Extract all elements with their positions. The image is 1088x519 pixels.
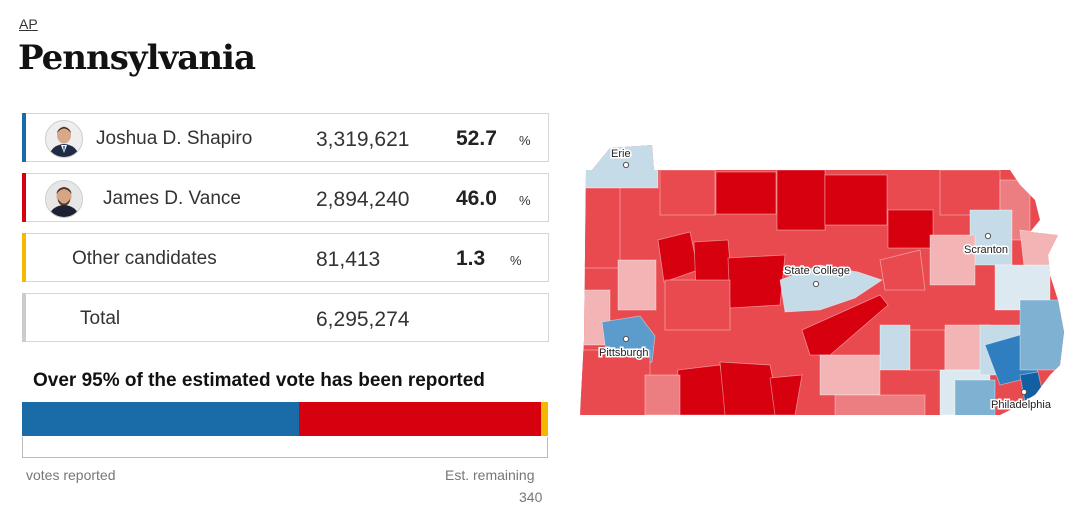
county-region — [769, 374, 803, 415]
county-region — [664, 279, 731, 331]
total-color-bar — [22, 293, 26, 342]
candidate-row-shapiro: Joshua D. Shapiro 3,319,621 52.7 % — [22, 113, 549, 162]
candidate-percent: 46.0 — [456, 187, 497, 210]
candidate-row-vance: James D. Vance 2,894,240 46.0 % — [22, 173, 549, 222]
city-label-scranton: Scranton — [964, 244, 1008, 256]
city-dot-philadelphia — [1020, 388, 1028, 396]
city-label-state-college: State College — [784, 265, 850, 277]
est-remaining-value: 340 — [519, 489, 543, 505]
county-region — [801, 294, 889, 356]
county-region — [776, 169, 826, 231]
county-region — [834, 394, 926, 415]
candidate-votes: 2,894,240 — [316, 188, 410, 211]
county-region — [887, 209, 934, 249]
candidate-name: Joshua D. Shapiro — [96, 128, 253, 149]
county-lackawanna — [969, 209, 1013, 266]
county-region — [939, 169, 1001, 216]
reported-share-shapiro — [22, 402, 300, 436]
candidate-votes: 81,413 — [316, 248, 381, 271]
total-label: Total — [80, 308, 121, 329]
county-region — [580, 187, 621, 269]
reported-share-vance — [299, 402, 542, 436]
county-region — [659, 169, 716, 216]
candidate-name: Other candidates — [72, 248, 217, 269]
county-region — [909, 329, 946, 371]
city-label-philadelphia: Philadelphia — [991, 399, 1052, 411]
city-dot-pittsburgh — [622, 335, 630, 343]
county-region — [719, 361, 781, 415]
source-link[interactable]: AP — [19, 16, 38, 32]
candidate-percent: 52.7 — [456, 127, 497, 150]
county-region — [580, 349, 651, 415]
avatar — [45, 120, 83, 158]
county-region — [879, 249, 926, 291]
candidate-name: James D. Vance — [103, 188, 241, 209]
reporting-headline: Over 95% of the estimated vote has been … — [33, 370, 485, 391]
party-color-bar — [22, 113, 26, 162]
city-markers: Erie Scranton State College Pittsburgh P… — [598, 147, 1054, 413]
city-label-erie: Erie — [611, 148, 631, 160]
percent-sign: % — [510, 253, 522, 268]
percent-sign: % — [519, 133, 531, 148]
reported-votes-bar — [22, 402, 548, 436]
county-region — [929, 234, 976, 286]
city-dot-erie — [622, 161, 630, 169]
county-bucks — [1019, 299, 1064, 371]
county-region — [727, 254, 786, 309]
avatar — [45, 180, 83, 218]
city-label-pittsburgh: Pittsburgh — [599, 347, 649, 359]
county-delaware-chester — [954, 379, 996, 415]
candidate-percent: 1.3 — [456, 247, 486, 270]
percent-sign: % — [519, 193, 531, 208]
reporting-axis — [22, 437, 548, 458]
county-results-map: Erie Scranton State College Pittsburgh P… — [580, 145, 1064, 415]
party-color-bar — [22, 233, 26, 282]
city-dot-state-college — [812, 280, 820, 288]
votes-reported-label: votes reported — [26, 467, 116, 483]
county-region — [715, 171, 777, 215]
county-centre — [779, 264, 883, 313]
page-title: Pennsylvania — [18, 38, 256, 78]
est-remaining-label: Est. remaining — [445, 467, 535, 483]
county-region — [819, 354, 881, 396]
candidate-row-other: Other candidates 81,413 1.3 % — [22, 233, 549, 282]
total-row: Total 6,295,274 — [22, 293, 549, 342]
county-region — [617, 259, 657, 311]
city-dot-scranton — [984, 232, 992, 240]
candidate-votes: 3,319,621 — [316, 128, 410, 151]
county-region — [879, 324, 911, 371]
party-color-bar — [22, 173, 26, 222]
reported-share-other — [541, 402, 548, 436]
total-votes: 6,295,274 — [316, 308, 410, 331]
county-region — [644, 374, 681, 415]
county-region — [824, 174, 888, 226]
